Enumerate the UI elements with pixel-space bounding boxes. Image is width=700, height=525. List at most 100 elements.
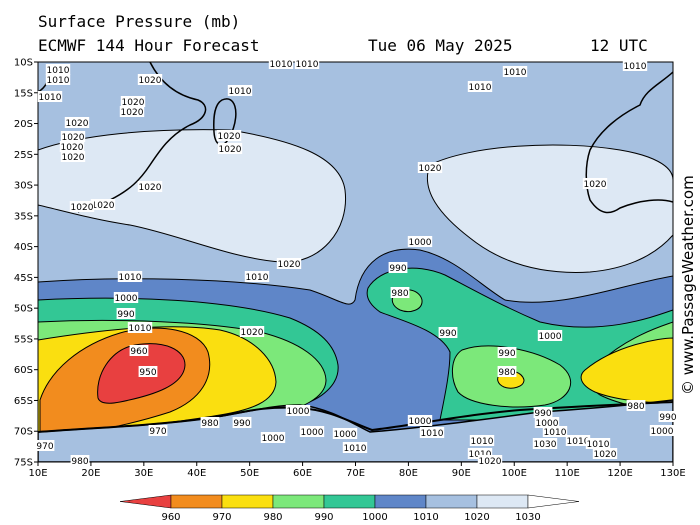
colorbar-tick-label: 980 — [263, 512, 282, 523]
latitude-label: 70S — [14, 427, 33, 438]
isobar-label-bg — [565, 435, 591, 446]
high-cell-east — [426, 144, 673, 273]
isobar-label-bg — [592, 448, 618, 459]
isobar-labels: 1010101010101020102010201010102010201020… — [35, 58, 678, 467]
isobar-label: 1010 — [39, 93, 62, 103]
colorbar-segment — [170, 494, 223, 509]
forecast-time: 12 UTC — [590, 36, 648, 55]
isobar-label: 1010 — [469, 83, 492, 93]
isobar-label-bg — [45, 64, 71, 75]
isobar-label: 1000 — [539, 332, 562, 342]
isobar-label: 1000 — [262, 434, 285, 444]
isobar-label: 1010 — [587, 440, 610, 450]
isobar-label-bg — [502, 66, 528, 77]
isobar-label-bg — [59, 141, 85, 152]
isobar-label-bg — [120, 96, 146, 107]
colorbar-tick-label: 970 — [212, 512, 231, 523]
latitude-label: 35S — [14, 211, 33, 222]
isobar-label: 1000 — [287, 407, 310, 417]
latitude-label: 40S — [14, 242, 33, 253]
isobar-label: 1020 — [219, 145, 242, 155]
isobar-label: 1000 — [409, 238, 432, 248]
colorbar-tick-label: 990 — [314, 512, 333, 523]
isobar-label: 1010 — [624, 62, 647, 72]
isobar-label: 1010 — [270, 60, 293, 70]
isobar-label-bg — [388, 262, 408, 273]
colorbar-tick-label: 1010 — [413, 512, 438, 523]
isobar-label-bg — [60, 131, 86, 142]
isobar-label: 1020 — [419, 164, 442, 174]
isobar-label: 1000 — [334, 430, 357, 440]
colorbar-tick-label: 1030 — [515, 512, 540, 523]
latitude-label: 20S — [14, 119, 33, 130]
isobar-label: 1020 — [62, 133, 85, 143]
longitude-label: 30E — [134, 468, 153, 479]
isobar-label: 1010 — [567, 437, 590, 447]
isobar-label-bg — [129, 345, 149, 356]
isobar-label-bg — [148, 425, 168, 436]
colorbar-segment — [374, 494, 427, 509]
isobar-label-bg — [438, 327, 458, 338]
isobar-label: 1010 — [47, 76, 70, 86]
model-forecast-label: ECMWF 144 Hour Forecast — [38, 36, 260, 55]
isobar-label: 990 — [498, 349, 515, 359]
longitude-label: 50E — [240, 468, 259, 479]
isobar-label-bg — [127, 322, 153, 333]
isobar-label: 1020 — [121, 108, 144, 118]
isobar-label: 1010 — [47, 66, 70, 76]
isobar-label-bg — [60, 151, 86, 162]
isobar-label-bg — [342, 442, 368, 453]
isobar-label: 1020 — [66, 119, 89, 129]
longitude-label: 20E — [81, 468, 100, 479]
isobar-label: 980 — [498, 368, 515, 378]
isobar-label: 1010 — [119, 273, 142, 283]
latitude-label: 45S — [14, 273, 33, 284]
isobar-label: 1000 — [536, 419, 559, 429]
colorbar-segment — [272, 494, 325, 509]
isobar-label-bg — [69, 201, 95, 212]
isobar-label-bg — [467, 81, 493, 92]
isobar-label-bg — [626, 400, 646, 411]
isobar-label: 950 — [139, 368, 156, 378]
isobar-label: 990 — [233, 419, 250, 429]
isobar-label: 1020 — [62, 153, 85, 163]
latitude-label: 15S — [14, 88, 33, 99]
isobar-label-bg — [467, 448, 493, 459]
colorbar-segment — [221, 494, 274, 509]
isobar-label-bg — [239, 326, 265, 337]
isobar-label-bg — [138, 366, 158, 377]
latitude-label: 60S — [14, 365, 33, 376]
isobar-label-bg — [299, 426, 325, 437]
isobar-label: 990 — [439, 329, 456, 339]
isobar-label-bg — [649, 425, 675, 436]
latitude-label: 50S — [14, 304, 33, 315]
isobar-label: 1010 — [421, 429, 444, 439]
isobar-label-bg — [532, 438, 558, 449]
isobar-label: 1010 — [544, 428, 567, 438]
longitude-label: 130E — [660, 468, 685, 479]
isobar-label-bg — [137, 181, 163, 192]
isobar-label: 1020 — [278, 260, 301, 270]
isobar-label: 1010 — [344, 444, 367, 454]
isobar-label: 960 — [130, 347, 147, 357]
isobar-label-bg — [260, 432, 286, 443]
isobar-label-bg — [137, 74, 163, 85]
isobar-label-bg — [285, 405, 311, 416]
isobar-label: 1020 — [218, 132, 241, 142]
isobar-label: 1000 — [301, 428, 324, 438]
latitude-axis: 10S 15S 20S 25S 30S 35S 40S 45S 50S 55S 60S 65S 70S 7… — [14, 58, 38, 469]
isobar-label: 1020 — [139, 76, 162, 86]
isobar-label: 980 — [627, 402, 644, 412]
isobar-label: 990 — [534, 409, 551, 419]
antarctic-coastline — [38, 401, 673, 433]
longitude-label: 90E — [452, 468, 471, 479]
latitude-label: 10S — [14, 58, 33, 69]
isobar-label: 1020 — [139, 183, 162, 193]
isobar-label-bg — [407, 415, 433, 426]
isobar-label-bg — [244, 271, 270, 282]
isobar-label-bg — [407, 236, 433, 247]
isobar-label-bg — [70, 455, 90, 466]
isobar-label: 1010 — [504, 68, 527, 78]
isobar-label-bg — [232, 417, 252, 428]
